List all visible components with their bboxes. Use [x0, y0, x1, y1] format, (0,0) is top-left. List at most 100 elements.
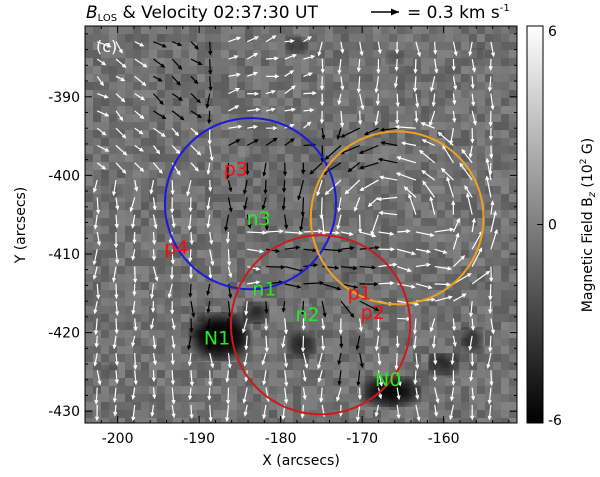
magnetogram-pixel — [261, 138, 269, 146]
magnetogram-pixel — [301, 66, 309, 74]
magnetogram-pixel — [269, 194, 277, 202]
magnetogram-pixel — [357, 154, 365, 162]
magnetogram-pixel — [365, 234, 373, 242]
magnetogram-pixel — [325, 146, 333, 154]
velocity-arrow — [376, 59, 381, 74]
magnetogram-pixel — [485, 26, 493, 34]
magnetogram-pixel — [205, 354, 213, 362]
magnetogram-pixel — [373, 210, 381, 218]
magnetogram-pixel — [429, 210, 437, 218]
velocity-arrow — [469, 370, 474, 382]
magnetogram-pixel — [269, 186, 277, 194]
magnetogram-pixel — [261, 74, 269, 82]
magnetogram-pixel — [109, 314, 117, 322]
magnetogram-pixel — [149, 90, 157, 98]
magnetogram-pixel — [237, 234, 245, 242]
region-label: p1 — [348, 283, 372, 305]
velocity-arrow — [264, 301, 269, 314]
magnetogram-pixel — [509, 266, 517, 274]
magnetogram-pixel — [269, 386, 277, 394]
magnetogram-pixel — [469, 90, 477, 98]
panel-tag: (c) — [96, 37, 117, 56]
velocity-arrow — [453, 255, 466, 267]
magnetogram-pixel — [485, 122, 493, 130]
velocity-arrow — [152, 145, 161, 155]
velocity-arrow — [284, 214, 289, 230]
magnetogram-pixel — [189, 170, 197, 178]
velocity-arrow — [451, 318, 457, 332]
velocity-arrow — [395, 335, 400, 349]
magnetogram-pixel — [85, 354, 93, 362]
magnetogram-pixel — [261, 330, 269, 338]
magnetogram-pixel — [269, 82, 277, 90]
magnetogram-pixel — [221, 50, 229, 58]
magnetogram-pixel — [493, 202, 501, 210]
velocity-arrow — [224, 214, 230, 232]
velocity-arrow — [265, 248, 281, 253]
magnetogram-pixel — [333, 306, 341, 314]
magnetogram-pixel — [181, 378, 189, 386]
velocity-arrow — [115, 58, 127, 68]
velocity-arrow — [187, 214, 192, 231]
velocity-arrow — [415, 404, 421, 422]
magnetogram-pixel — [93, 218, 101, 226]
magnetogram-pixel — [269, 234, 277, 242]
magnetogram-pixel — [237, 130, 245, 138]
magnetogram-pixel — [293, 410, 301, 418]
magnetogram-pixel — [245, 34, 253, 42]
magnetogram-pixel — [101, 58, 109, 66]
magnetogram-pixel — [357, 290, 365, 298]
velocity-arrow — [378, 281, 395, 286]
magnetogram-pixel — [429, 394, 437, 402]
magnetogram-pixel — [325, 66, 333, 74]
velocity-arrow — [114, 352, 119, 367]
magnetogram-pixel — [445, 370, 453, 378]
magnetogram-pixel — [149, 314, 157, 322]
magnetogram-pixel — [181, 322, 189, 330]
velocity-arrow — [96, 110, 110, 117]
magnetogram-pixel — [365, 410, 373, 418]
magnetogram-pixel — [469, 242, 477, 250]
velocity-arrow — [359, 41, 364, 57]
magnetogram-pixel — [445, 402, 453, 410]
magnetogram-pixel — [373, 418, 381, 423]
magnetogram-pixel — [429, 378, 437, 386]
magnetogram-pixel — [509, 66, 517, 74]
magnetogram-pixel — [285, 250, 293, 258]
magnetogram-pixel — [109, 258, 117, 266]
magnetogram-pixel — [453, 274, 461, 282]
magnetogram-pixel — [381, 34, 389, 42]
magnetogram-pixel — [413, 266, 421, 274]
magnetogram-pixel — [453, 306, 461, 314]
velocity-arrow — [452, 335, 457, 347]
magnetogram-pixel — [493, 306, 501, 314]
magnetogram-pixel — [109, 66, 117, 74]
magnetogram-pixel — [381, 178, 389, 186]
magnetogram-pixel — [253, 26, 261, 34]
magnetogram-pixel — [333, 42, 341, 50]
velocity-arrow — [206, 197, 211, 211]
magnetogram-pixel — [125, 330, 133, 338]
magnetogram-pixel — [173, 266, 181, 274]
magnetogram-pixel — [429, 314, 437, 322]
magnetogram-pixel — [405, 162, 413, 170]
magnetogram-pixel — [413, 58, 421, 66]
magnetogram-pixel — [253, 162, 261, 170]
magnetogram-pixel — [125, 234, 133, 242]
x-axis-ticks: -200 -190 -180 -170 -160 — [84, 26, 510, 447]
magnetogram-pixel — [477, 226, 485, 234]
velocity-arrow — [134, 127, 144, 135]
velocity-arrow — [452, 232, 460, 250]
magnetogram-pixel — [333, 354, 341, 362]
magnetogram-pixel — [85, 402, 93, 410]
magnetogram-pixel — [341, 306, 349, 314]
magnetogram-pixel — [429, 226, 437, 234]
magnetogram-pixel — [509, 330, 517, 338]
magnetogram-pixel — [445, 242, 453, 250]
magnetogram-pixel — [285, 82, 293, 90]
magnetogram-pixel — [101, 258, 109, 266]
magnetogram-pixel — [277, 394, 285, 402]
velocity-arrow — [246, 214, 252, 229]
magnetogram-patch — [470, 48, 483, 59]
velocity-arrow — [338, 318, 343, 335]
